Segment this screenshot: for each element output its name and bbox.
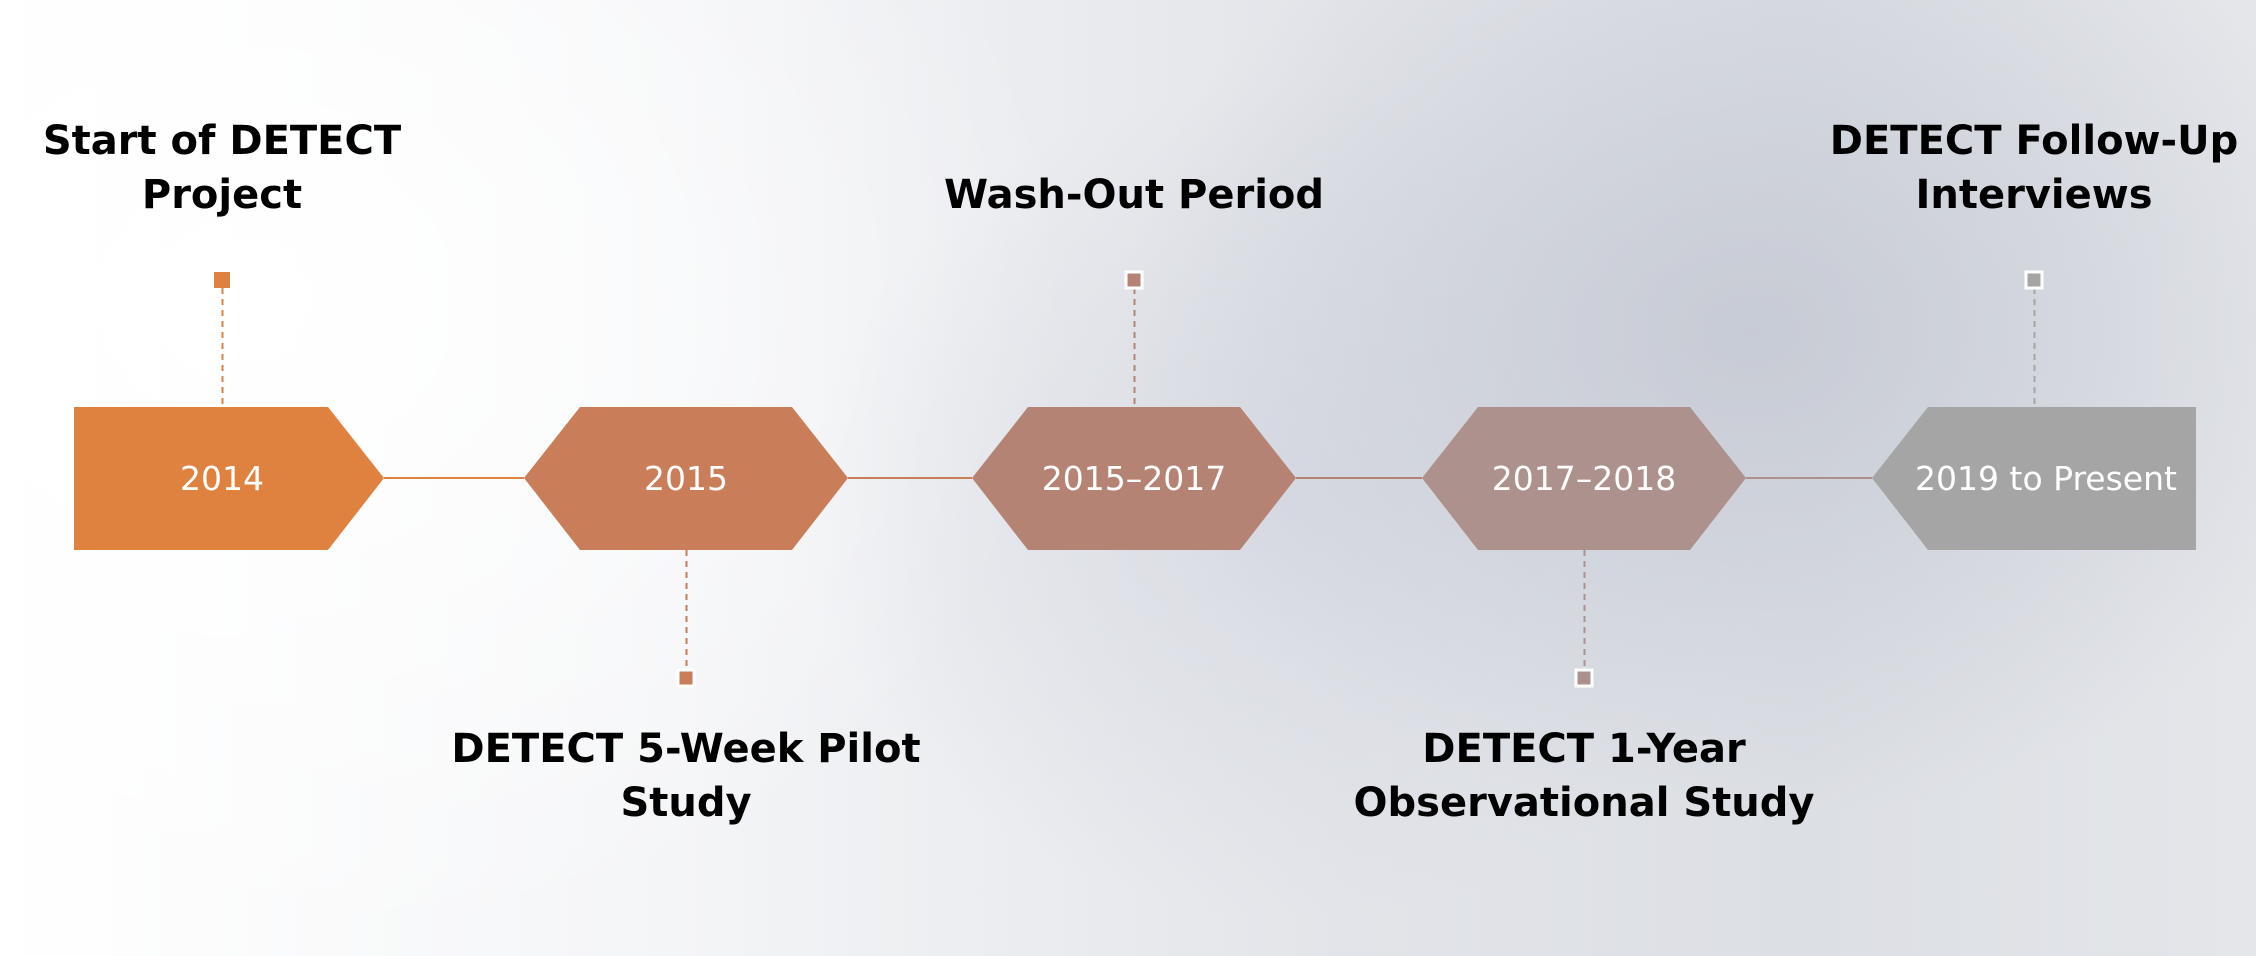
milestone-shape xyxy=(972,407,1296,550)
milestone-shape xyxy=(1872,407,2196,550)
milestone-pilot-study: 2015 DETECT 5-Week Pilot Study xyxy=(451,407,921,826)
milestone-label-line: DETECT 1-Year xyxy=(1422,726,1746,772)
milestone-wash-out: 2015–2017 Wash-Out Period xyxy=(944,172,1324,550)
milestone-label-line: Start of DETECT xyxy=(43,118,402,164)
milestone-shape xyxy=(524,407,848,550)
milestone-date: 2015 xyxy=(644,459,728,498)
milestone-shape xyxy=(74,407,384,550)
milestone-label-line: Study xyxy=(620,780,751,826)
milestone-date: 2015–2017 xyxy=(1042,459,1226,498)
milestone-start-of-detect: 2014 Start of DETECT Project xyxy=(43,118,402,550)
milestone-date: 2017–2018 xyxy=(1492,459,1676,498)
milestone-label-line: DETECT 5-Week Pilot xyxy=(451,726,920,772)
milestone-marker xyxy=(676,668,696,688)
milestone-shape xyxy=(1422,407,1746,550)
milestone-date: 2014 xyxy=(180,459,264,498)
milestone-marker xyxy=(214,272,230,288)
milestone-marker xyxy=(1574,668,1594,688)
milestone-date: 2019 to Present xyxy=(1915,459,2177,498)
milestone-label-line: Interviews xyxy=(1915,172,2152,218)
milestone-label-line: Observational Study xyxy=(1354,780,1815,826)
milestone-follow-up: 2019 to Present DETECT Follow-Up Interview… xyxy=(1830,118,2238,550)
milestone-label-line: Project xyxy=(142,172,302,218)
milestone-label-line: DETECT Follow-Up xyxy=(1830,118,2238,164)
timeline-milestones: 2014 Start of DETECT Project 2015 DETECT 5-W… xyxy=(43,118,2238,826)
milestone-observational-study: 2017–2018 DETECT 1-Year Observational Stud… xyxy=(1354,407,1815,826)
milestone-label-line: Wash-Out Period xyxy=(944,172,1324,218)
milestone-marker xyxy=(2024,270,2044,290)
milestone-marker xyxy=(1124,270,1144,290)
